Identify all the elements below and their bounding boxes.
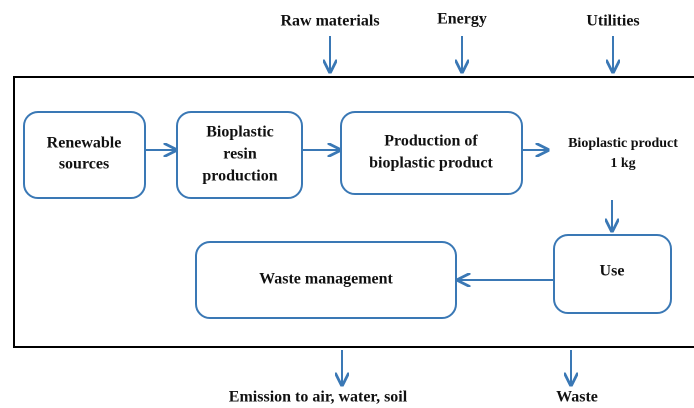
output-label: Waste [556, 389, 598, 406]
node-box [340, 111, 523, 195]
node-label: bioplastic product [369, 155, 493, 172]
product-label: 1 kg [610, 156, 635, 171]
input-label: Utilities [586, 13, 639, 30]
node-label: Production of [384, 133, 478, 150]
node-label: Bioplastic [206, 124, 274, 141]
node-label: Renewable [47, 135, 122, 152]
node-label: Waste management [259, 271, 393, 288]
node-box [195, 241, 457, 319]
product-label: Bioplastic product [568, 136, 678, 151]
input-label: Energy [437, 11, 487, 28]
node-label: Use [600, 263, 625, 280]
node-box [553, 234, 672, 314]
system-boundary [13, 76, 694, 348]
input-label: Raw materials [280, 13, 379, 30]
node-box [23, 111, 146, 199]
node-label: resin [223, 146, 257, 163]
node-label: production [202, 168, 277, 185]
node-label: sources [59, 156, 109, 173]
output-label: Emission to air, water, soil [229, 389, 408, 406]
